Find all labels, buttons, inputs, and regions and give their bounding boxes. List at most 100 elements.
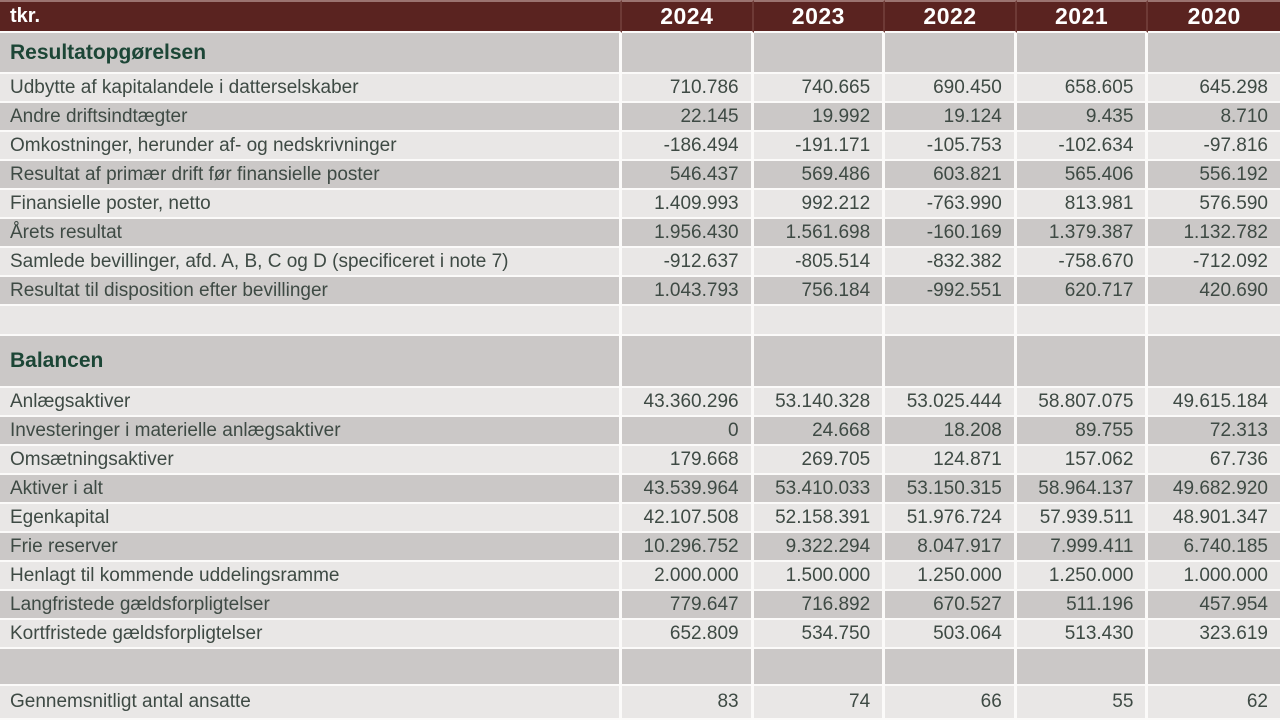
value-cell: 603.821 (885, 161, 1017, 190)
table-row: Aktiver i alt 43.539.964 53.410.033 53.150.… (0, 475, 1280, 504)
empty-cell (1016, 33, 1149, 74)
row-label: Omkostninger, herunder af- og nedskrivni… (0, 132, 622, 161)
value-cell: 53.025.444 (885, 388, 1017, 417)
value-cell: -992.551 (885, 277, 1017, 306)
value-cell: 1.250.000 (1016, 562, 1149, 591)
row-label: Anlægsaktiver (0, 388, 622, 417)
empty-cell (1148, 306, 1280, 336)
value-cell: 503.064 (885, 620, 1017, 649)
value-cell: 55 (1016, 686, 1149, 720)
table-row: Anlægsaktiver 43.360.296 53.140.328 53.025.… (0, 388, 1280, 417)
empty-cell (885, 306, 1017, 336)
year-column-header-2024: 2024 (622, 0, 754, 33)
spacer-row (0, 649, 1280, 686)
spacer-cell (0, 649, 622, 686)
value-cell: 534.750 (753, 620, 886, 649)
value-cell: 66 (885, 686, 1017, 720)
value-cell: 157.062 (1016, 446, 1149, 475)
section-row-balancen: Balancen (0, 336, 1280, 388)
row-label: Årets resultat (0, 219, 622, 248)
section-row-resultatopgorelsen: Resultatopgørelsen (0, 33, 1280, 74)
value-cell: 19.992 (753, 103, 886, 132)
value-cell: -102.634 (1016, 132, 1149, 161)
value-cell: 740.665 (753, 74, 886, 103)
value-cell: 710.786 (622, 74, 754, 103)
value-cell: 22.145 (622, 103, 754, 132)
table-row: Resultat af primær drift før finansielle… (0, 161, 1280, 190)
value-cell: 756.184 (753, 277, 886, 306)
row-label: Aktiver i alt (0, 475, 622, 504)
row-label: Resultat til disposition efter bevilling… (0, 277, 622, 306)
year-column-header-2022: 2022 (885, 0, 1017, 33)
value-cell: 43.360.296 (622, 388, 754, 417)
value-cell: 8.710 (1148, 103, 1280, 132)
value-cell: 57.939.511 (1016, 504, 1149, 533)
table-header-row: tkr. 2024 2023 2022 2021 2020 (0, 0, 1280, 33)
value-cell: 83 (622, 686, 754, 720)
value-cell: 48.901.347 (1148, 504, 1280, 533)
value-cell: 670.527 (885, 591, 1017, 620)
value-cell: 42.107.508 (622, 504, 754, 533)
value-cell: 9.435 (1016, 103, 1149, 132)
empty-cell (622, 306, 754, 336)
table-row: Udbytte af kapitalandele i datterselskab… (0, 74, 1280, 103)
value-cell: 813.981 (1016, 190, 1149, 219)
value-cell: 1.561.698 (753, 219, 886, 248)
value-cell: 7.999.411 (1016, 533, 1149, 562)
value-cell: -763.990 (885, 190, 1017, 219)
value-cell: 62 (1148, 686, 1280, 720)
value-cell: 992.212 (753, 190, 886, 219)
row-label: Samlede bevillinger, afd. A, B, C og D (… (0, 248, 622, 277)
row-label: Egenkapital (0, 504, 622, 533)
value-cell: 565.406 (1016, 161, 1149, 190)
value-cell: 2.000.000 (622, 562, 754, 591)
empty-cell (885, 33, 1017, 74)
year-column-header-2021: 2021 (1016, 0, 1149, 33)
value-cell: 10.296.752 (622, 533, 754, 562)
row-label: Investeringer i materielle anlægsaktiver (0, 417, 622, 446)
value-cell: -191.171 (753, 132, 886, 161)
summary-row-employees: Gennemsnitligt antal ansatte 83 74 66 55 62 (0, 686, 1280, 720)
value-cell: 420.690 (1148, 277, 1280, 306)
table-row: Omsætningsaktiver 179.668 269.705 124.871 15… (0, 446, 1280, 475)
row-label: Gennemsnitligt antal ansatte (0, 686, 622, 720)
value-cell: -758.670 (1016, 248, 1149, 277)
value-cell: 1.956.430 (622, 219, 754, 248)
value-cell: 457.954 (1148, 591, 1280, 620)
value-cell: -97.816 (1148, 132, 1280, 161)
value-cell: 49.682.920 (1148, 475, 1280, 504)
value-cell: 72.313 (1148, 417, 1280, 446)
row-label: Udbytte af kapitalandele i datterselskab… (0, 74, 622, 103)
row-label: Henlagt til kommende uddelingsramme (0, 562, 622, 591)
empty-cell (1016, 336, 1149, 388)
table-row: Samlede bevillinger, afd. A, B, C og D (… (0, 248, 1280, 277)
table-row: Kortfristede gældsforpligtelser 652.809 53… (0, 620, 1280, 649)
empty-cell (1148, 649, 1280, 686)
empty-cell (622, 649, 754, 686)
value-cell: 179.668 (622, 446, 754, 475)
value-cell: -912.637 (622, 248, 754, 277)
value-cell: 74 (753, 686, 886, 720)
value-cell: 1.250.000 (885, 562, 1017, 591)
table-row: Egenkapital 42.107.508 52.158.391 51.976.72… (0, 504, 1280, 533)
section-title: Resultatopgørelsen (0, 33, 622, 74)
value-cell: 546.437 (622, 161, 754, 190)
empty-cell (1016, 649, 1149, 686)
table-row: Omkostninger, herunder af- og nedskrivni… (0, 132, 1280, 161)
value-cell: 8.047.917 (885, 533, 1017, 562)
table-row: Andre driftsindtægter 22.145 19.992 19.124 9… (0, 103, 1280, 132)
value-cell: 269.705 (753, 446, 886, 475)
value-cell: 58.807.075 (1016, 388, 1149, 417)
value-cell: 49.615.184 (1148, 388, 1280, 417)
value-cell: 1.043.793 (622, 277, 754, 306)
value-cell: 19.124 (885, 103, 1017, 132)
table-row: Langfristede gældsforpligtelser 779.647 71… (0, 591, 1280, 620)
table-row: Resultat til disposition efter bevilling… (0, 277, 1280, 306)
value-cell: 323.619 (1148, 620, 1280, 649)
value-cell: 1.409.993 (622, 190, 754, 219)
value-cell: 24.668 (753, 417, 886, 446)
value-cell: 9.322.294 (753, 533, 886, 562)
empty-cell (753, 649, 886, 686)
year-column-header-2020: 2020 (1148, 0, 1280, 33)
